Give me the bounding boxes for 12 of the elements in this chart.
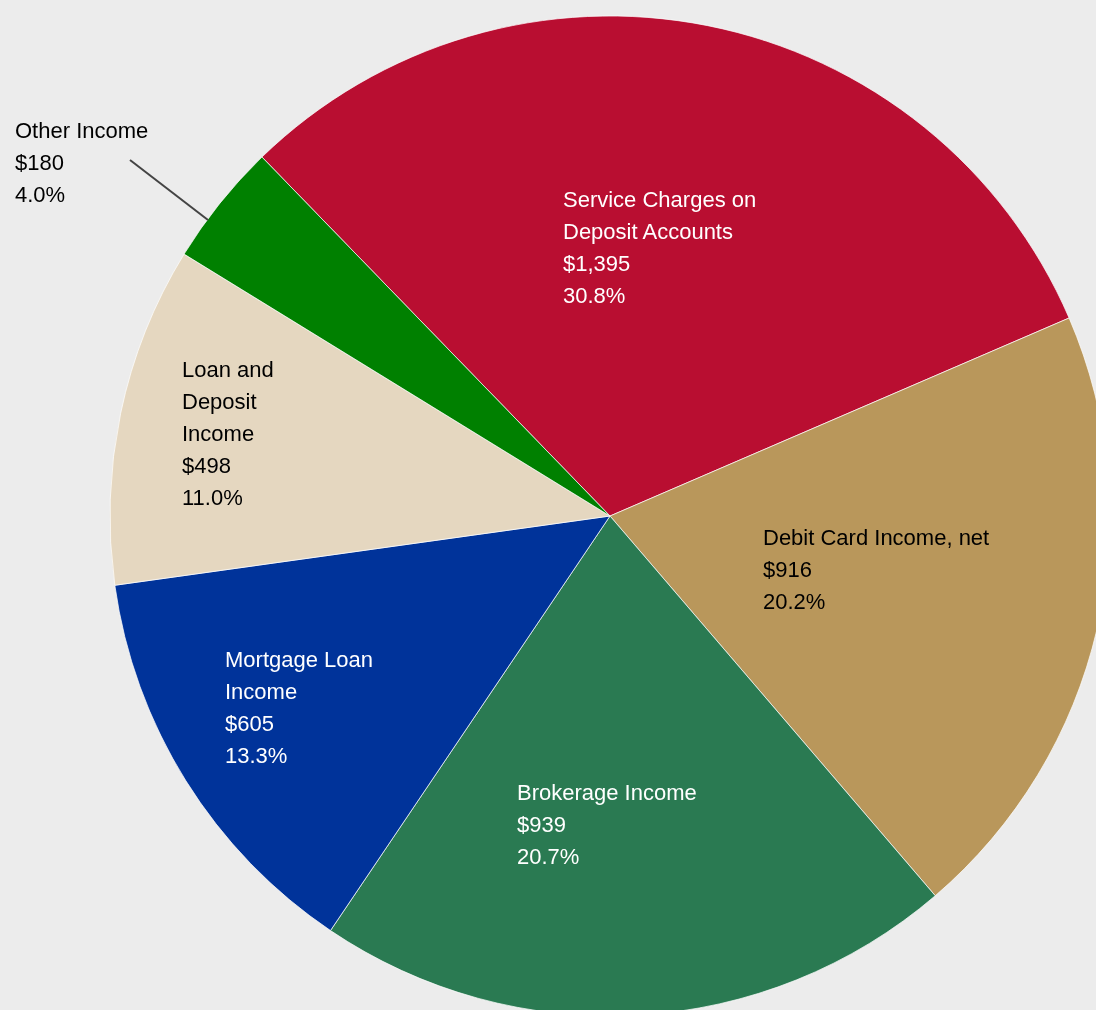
data-label: $1,395 30.8% xyxy=(563,251,631,308)
slice-label: Debit Card Income, net xyxy=(763,525,990,550)
slice-label: Brokerage Income xyxy=(517,780,697,805)
data-label: $605 13.3% xyxy=(225,711,288,768)
slice-label: Mortgage Loan Income xyxy=(225,647,373,704)
slice-label: Loan and Deposit Income xyxy=(182,357,274,446)
slice-label: Service Charges on Deposit Accounts xyxy=(563,187,757,244)
data-label: $498 11.0% xyxy=(182,453,243,510)
slice-label: Other Income xyxy=(15,118,149,143)
data-label: $916 20.2% xyxy=(763,557,826,614)
data-label: $180 4.0% xyxy=(15,150,66,207)
data-label: $939 20.7% xyxy=(517,812,580,869)
